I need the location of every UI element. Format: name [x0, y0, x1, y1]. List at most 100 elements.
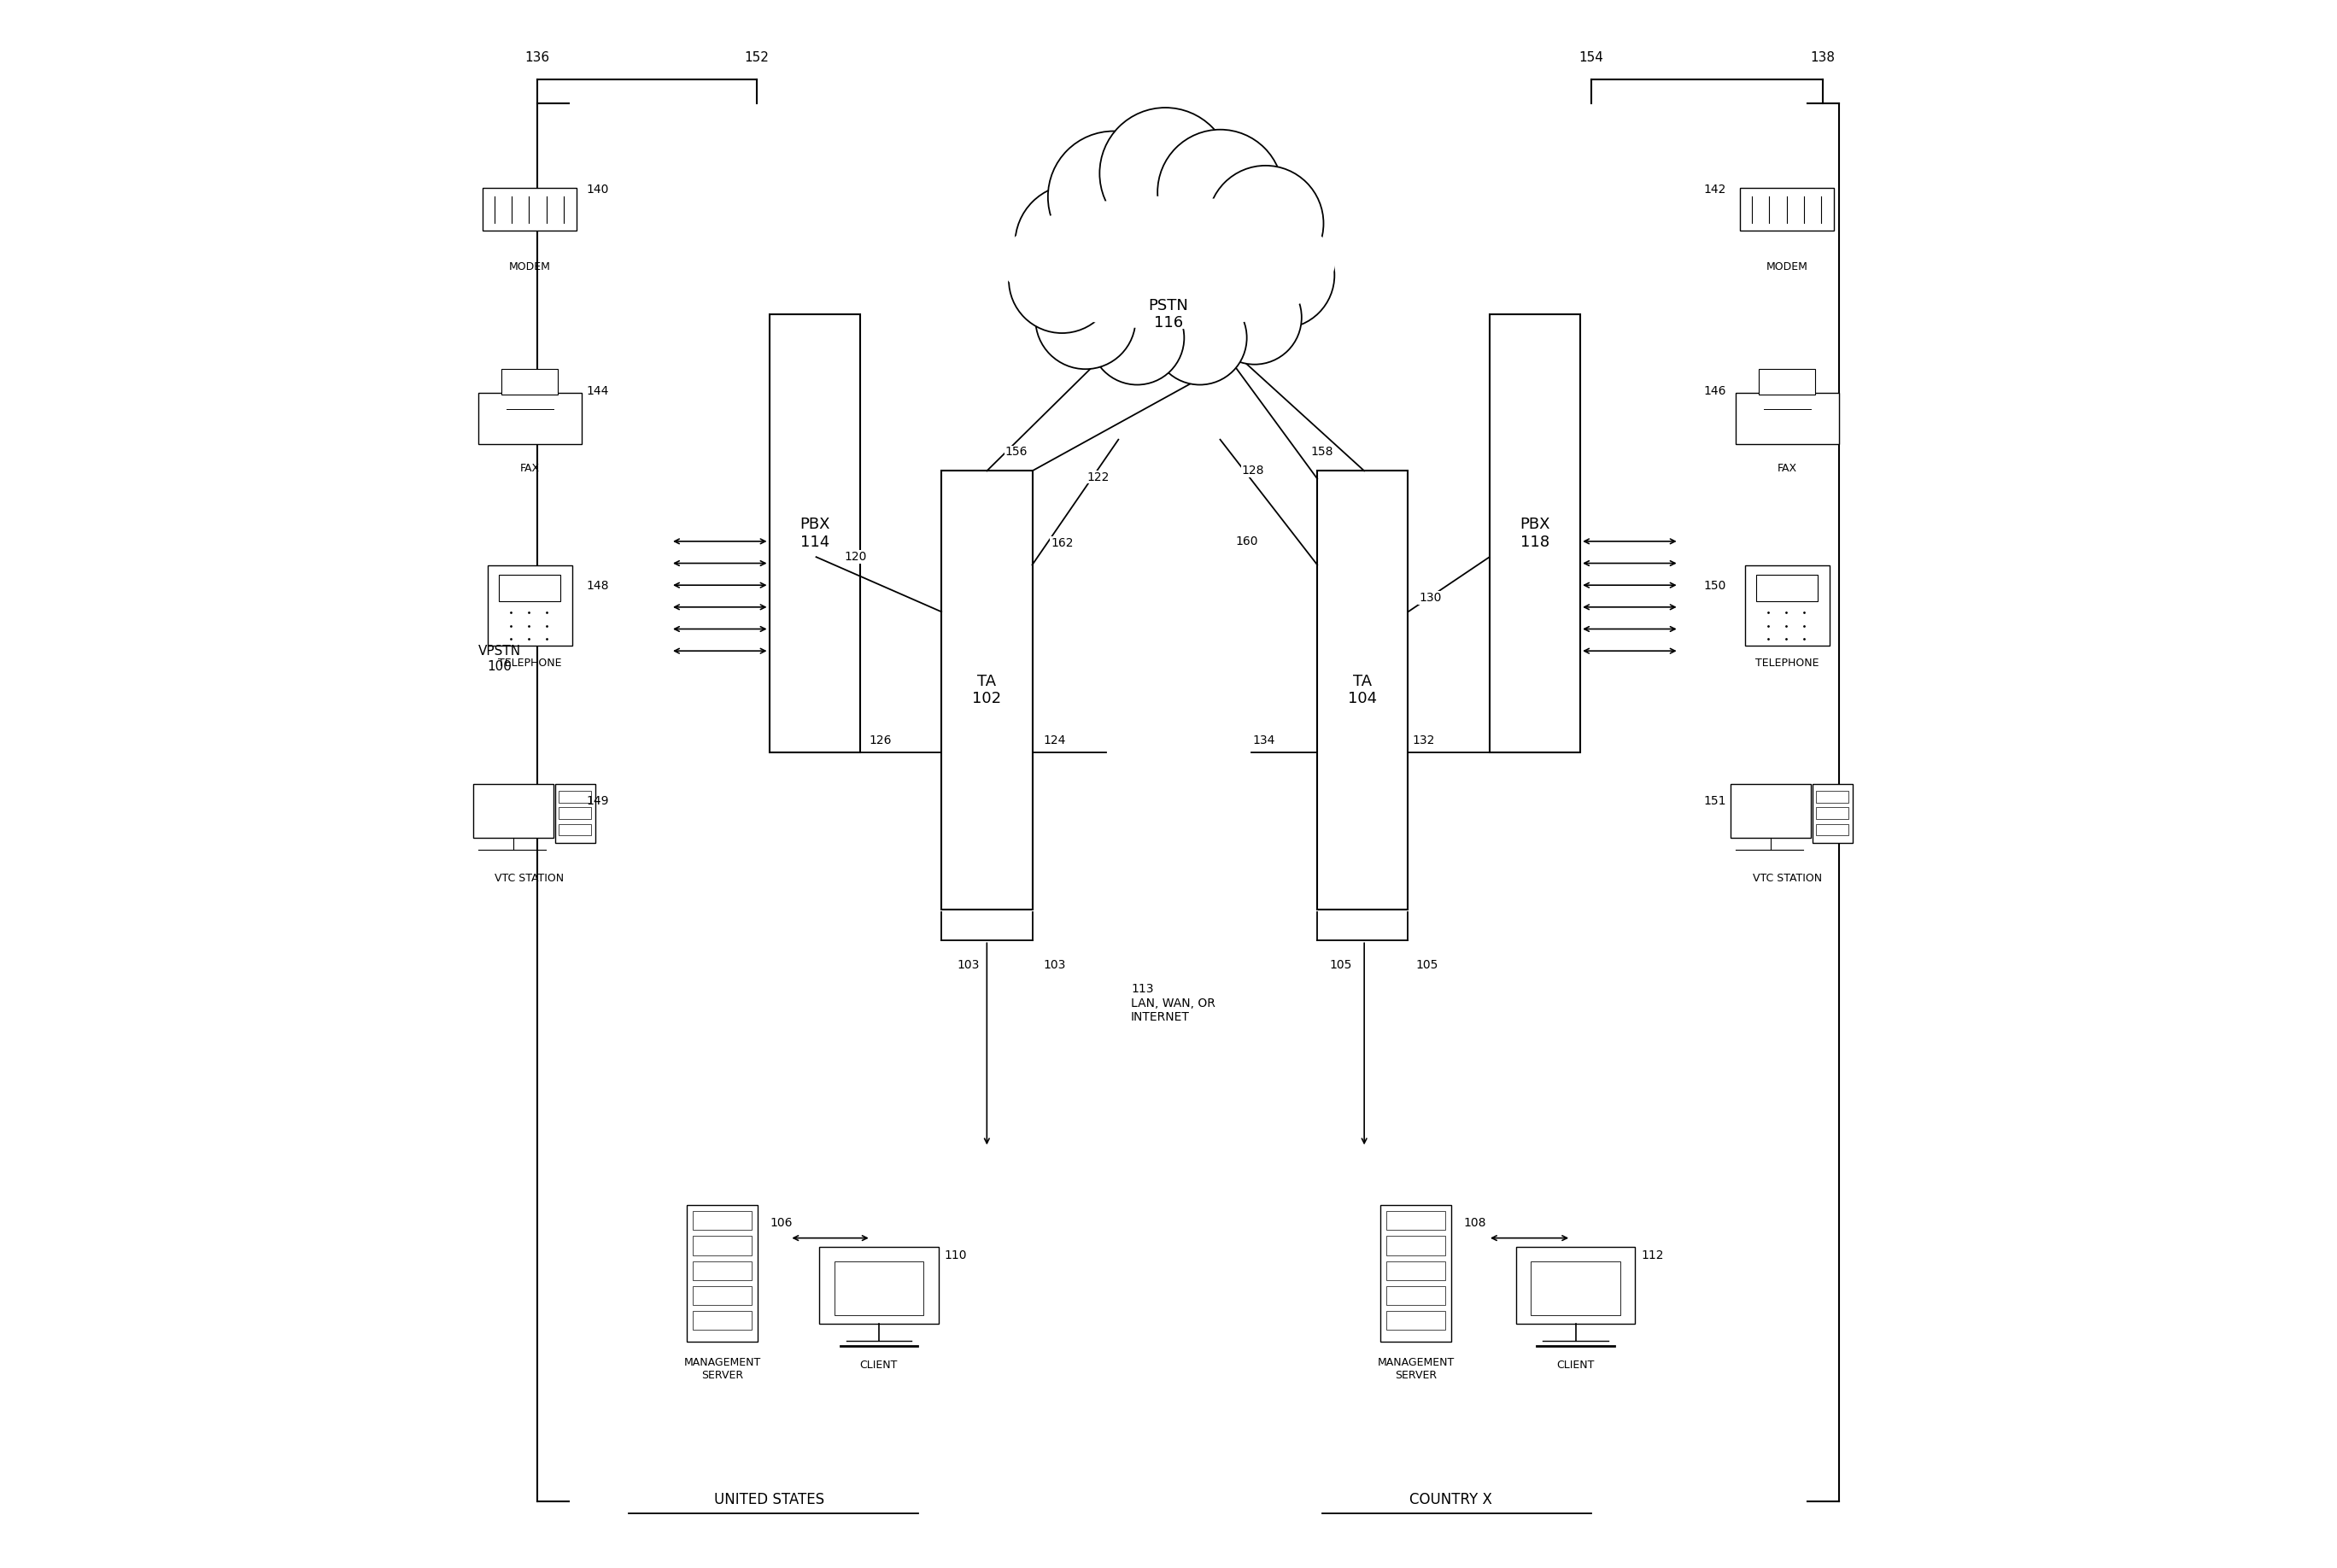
Text: 160: 160	[1236, 535, 1257, 547]
Text: CLIENT: CLIENT	[860, 1359, 897, 1370]
FancyBboxPatch shape	[1741, 188, 1835, 230]
Text: VPSTN
100: VPSTN 100	[479, 644, 521, 673]
FancyBboxPatch shape	[1386, 1210, 1447, 1231]
Text: 149: 149	[587, 795, 608, 808]
FancyBboxPatch shape	[692, 1261, 753, 1279]
FancyBboxPatch shape	[1386, 1286, 1447, 1305]
Text: COUNTRY X: COUNTRY X	[1409, 1491, 1491, 1507]
Text: PBX
114: PBX 114	[799, 517, 830, 550]
Text: 134: 134	[1253, 734, 1276, 746]
Text: TELEPHONE: TELEPHONE	[1755, 657, 1818, 668]
FancyBboxPatch shape	[559, 823, 591, 836]
Text: 132: 132	[1412, 734, 1435, 746]
Text: 113
LAN, WAN, OR
INTERNET: 113 LAN, WAN, OR INTERNET	[1131, 983, 1215, 1022]
FancyBboxPatch shape	[484, 188, 577, 230]
Text: 120: 120	[844, 550, 867, 563]
Circle shape	[1208, 166, 1323, 281]
FancyBboxPatch shape	[559, 808, 591, 818]
Text: MODEM: MODEM	[509, 262, 552, 273]
Text: VTC STATION: VTC STATION	[495, 873, 563, 884]
FancyBboxPatch shape	[1760, 368, 1816, 395]
Text: 146: 146	[1704, 386, 1727, 397]
FancyBboxPatch shape	[556, 784, 596, 842]
Circle shape	[1101, 108, 1232, 240]
Circle shape	[1010, 227, 1115, 332]
Ellipse shape	[1003, 196, 1334, 329]
FancyBboxPatch shape	[474, 784, 554, 837]
FancyBboxPatch shape	[1386, 1236, 1447, 1254]
FancyBboxPatch shape	[1816, 823, 1849, 836]
FancyBboxPatch shape	[1746, 566, 1830, 646]
Circle shape	[1014, 185, 1133, 303]
Text: PBX
118: PBX 118	[1519, 517, 1549, 550]
Text: 130: 130	[1419, 591, 1442, 604]
Circle shape	[1152, 290, 1248, 384]
FancyBboxPatch shape	[500, 575, 561, 601]
FancyBboxPatch shape	[1386, 1311, 1447, 1330]
Text: MANAGEMENT
SERVER: MANAGEMENT SERVER	[1376, 1356, 1454, 1381]
Text: 108: 108	[1463, 1217, 1486, 1229]
Text: MANAGEMENT
SERVER: MANAGEMENT SERVER	[685, 1356, 762, 1381]
Text: 152: 152	[746, 52, 769, 64]
Text: 138: 138	[1811, 52, 1835, 64]
Text: 162: 162	[1052, 536, 1073, 549]
FancyBboxPatch shape	[1814, 784, 1853, 842]
Text: 103: 103	[956, 960, 979, 971]
FancyBboxPatch shape	[692, 1236, 753, 1254]
Text: TA
104: TA 104	[1348, 674, 1376, 707]
Text: 140: 140	[587, 183, 608, 196]
FancyBboxPatch shape	[488, 566, 573, 646]
Text: 105: 105	[1416, 960, 1437, 971]
FancyBboxPatch shape	[692, 1210, 753, 1231]
Text: 156: 156	[1005, 447, 1028, 458]
Ellipse shape	[989, 185, 1348, 340]
FancyBboxPatch shape	[1816, 808, 1849, 818]
FancyBboxPatch shape	[1757, 575, 1818, 601]
Circle shape	[1047, 132, 1180, 263]
Text: 151: 151	[1704, 795, 1727, 808]
FancyBboxPatch shape	[687, 1206, 757, 1342]
Text: 103: 103	[1042, 960, 1066, 971]
FancyBboxPatch shape	[1381, 1206, 1451, 1342]
Text: 106: 106	[769, 1217, 792, 1229]
Circle shape	[1089, 290, 1185, 384]
FancyBboxPatch shape	[1732, 784, 1811, 837]
Text: PSTN
116: PSTN 116	[1147, 298, 1190, 331]
Text: 128: 128	[1241, 464, 1264, 477]
Text: 142: 142	[1704, 183, 1727, 196]
Text: 122: 122	[1087, 470, 1110, 483]
Text: 158: 158	[1311, 447, 1334, 458]
Text: 144: 144	[587, 386, 608, 397]
FancyBboxPatch shape	[834, 1262, 923, 1316]
FancyBboxPatch shape	[502, 368, 559, 395]
FancyBboxPatch shape	[942, 470, 1033, 909]
Circle shape	[1208, 270, 1302, 364]
FancyBboxPatch shape	[1736, 392, 1839, 444]
Text: 105: 105	[1330, 960, 1353, 971]
Text: FAX: FAX	[1776, 463, 1797, 474]
FancyBboxPatch shape	[692, 1311, 753, 1330]
Text: 126: 126	[869, 734, 893, 746]
Text: 136: 136	[526, 52, 549, 64]
FancyBboxPatch shape	[1386, 1261, 1447, 1279]
Text: MODEM: MODEM	[1767, 262, 1809, 273]
FancyBboxPatch shape	[1517, 1247, 1636, 1323]
FancyBboxPatch shape	[1531, 1262, 1620, 1316]
FancyBboxPatch shape	[769, 314, 860, 753]
FancyBboxPatch shape	[820, 1247, 939, 1323]
Text: UNITED STATES: UNITED STATES	[715, 1491, 825, 1507]
Text: TA
102: TA 102	[972, 674, 1003, 707]
Text: 154: 154	[1580, 52, 1603, 64]
Text: VTC STATION: VTC STATION	[1753, 873, 1821, 884]
FancyBboxPatch shape	[692, 1286, 753, 1305]
Circle shape	[1035, 268, 1136, 368]
FancyBboxPatch shape	[1489, 314, 1580, 753]
Text: 110: 110	[944, 1250, 968, 1262]
Circle shape	[1227, 223, 1334, 328]
FancyBboxPatch shape	[479, 392, 582, 444]
Circle shape	[1157, 130, 1283, 256]
Text: 148: 148	[587, 580, 608, 591]
Text: CLIENT: CLIENT	[1556, 1359, 1594, 1370]
Text: 112: 112	[1641, 1250, 1664, 1262]
FancyBboxPatch shape	[559, 790, 591, 803]
